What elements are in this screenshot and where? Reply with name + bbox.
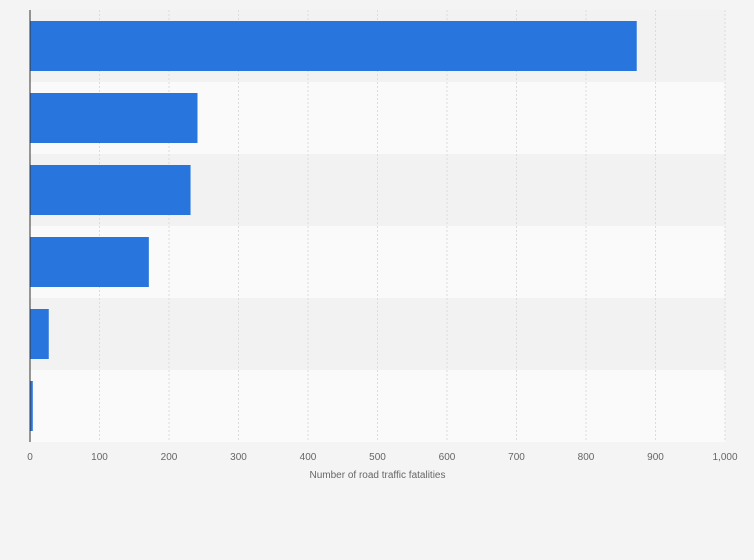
bar[interactable]	[30, 93, 198, 143]
bar[interactable]	[30, 165, 191, 215]
x-tick-label: 400	[300, 452, 317, 463]
bar[interactable]	[30, 309, 49, 359]
gridlines	[99, 10, 726, 442]
bar[interactable]	[30, 237, 149, 287]
x-tick-label: 0	[27, 452, 33, 463]
x-tick-labels: 0 100 200 300 400 500 600 700 800 900 1,000	[27, 452, 738, 463]
x-tick-label: 800	[578, 452, 595, 463]
x-axis-title: Number of road traffic fatalities	[310, 470, 446, 481]
x-tick-label: 700	[508, 452, 525, 463]
x-tick-label: 100	[91, 452, 108, 463]
x-tick-label: 300	[230, 452, 247, 463]
bar[interactable]	[30, 21, 637, 71]
bars	[30, 21, 637, 431]
x-tick-label: 1,000	[712, 452, 737, 463]
x-tick-label: 600	[439, 452, 456, 463]
x-tick-label: 200	[161, 452, 178, 463]
x-tick-label: 500	[369, 452, 386, 463]
bar[interactable]	[30, 381, 33, 431]
x-tick-label: 900	[647, 452, 664, 463]
